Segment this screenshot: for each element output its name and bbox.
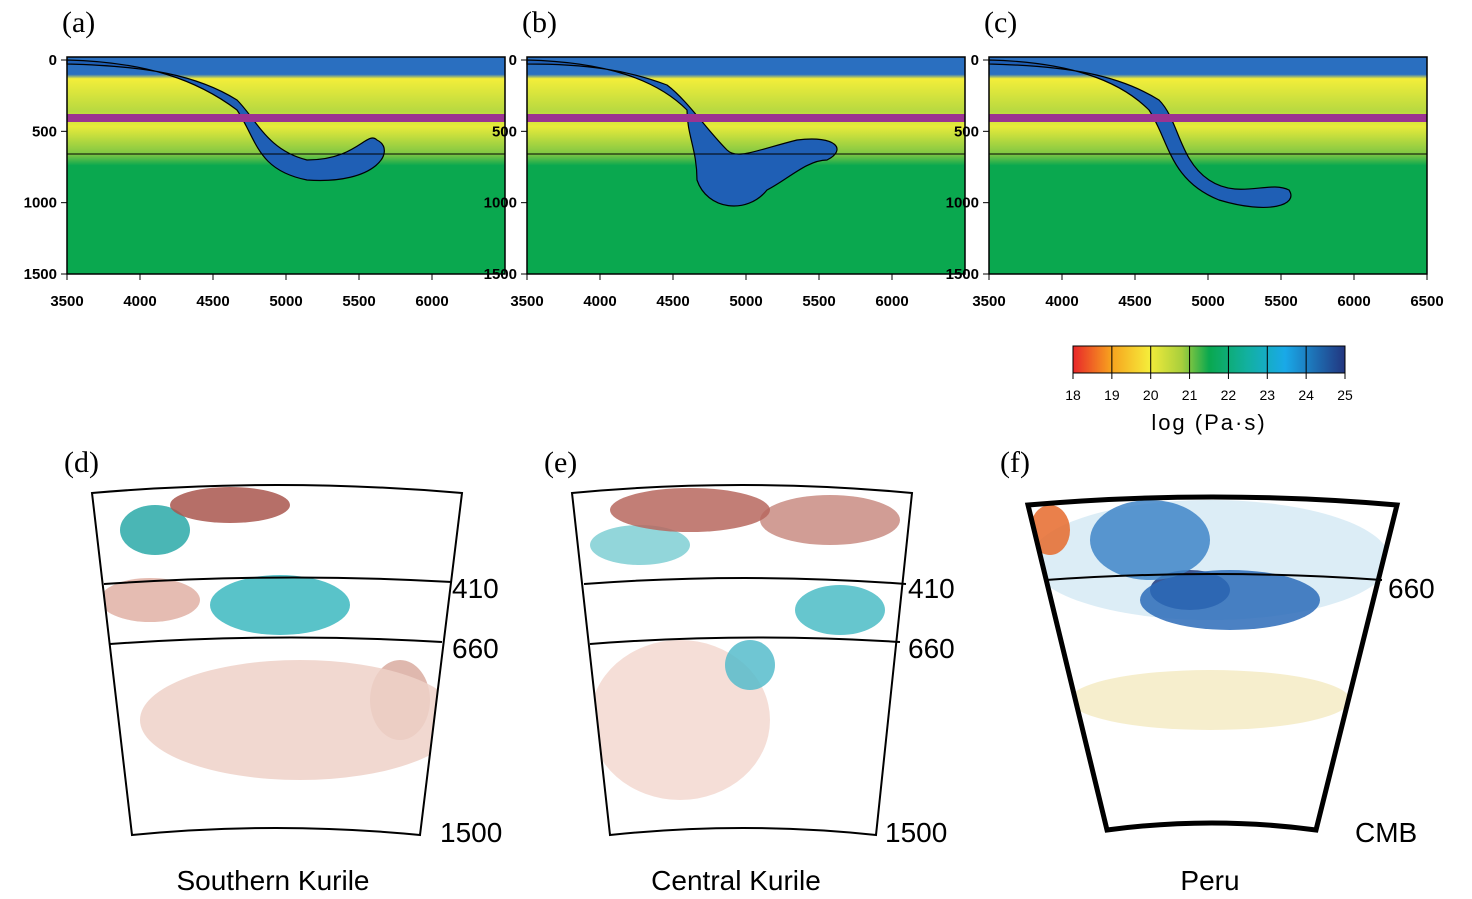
- anomaly: [170, 487, 290, 523]
- panel-label: (b): [522, 6, 557, 39]
- y-tick-label: 0: [49, 52, 57, 69]
- x-tick-label: 4000: [123, 293, 156, 310]
- colorbar-tick-label: 23: [1259, 387, 1275, 403]
- panel-label: (d): [64, 446, 99, 479]
- colorbar-tick-label: 24: [1298, 387, 1314, 403]
- depth-label: 410: [908, 573, 955, 604]
- x-tick-label: 5000: [269, 293, 302, 310]
- colorbar-tick-label: 25: [1337, 387, 1353, 403]
- x-tick-label: 5500: [342, 293, 375, 310]
- y-tick-label: 1000: [946, 195, 979, 212]
- anomaly: [795, 585, 885, 635]
- tomography: [572, 485, 912, 835]
- figure: (a)350040004500500055006000050010001500(…: [0, 0, 1472, 899]
- anomaly: [725, 640, 775, 690]
- panel-title: Southern Kurile: [176, 865, 369, 896]
- x-tick-label: 4500: [656, 293, 689, 310]
- panel-label: (c): [984, 6, 1017, 39]
- y-tick-label: 500: [32, 123, 57, 140]
- x-tick-label: 5000: [729, 293, 762, 310]
- anomaly: [610, 488, 770, 532]
- x-tick-label: 4500: [1118, 293, 1151, 310]
- anomaly: [100, 578, 200, 622]
- colorbar-tick-label: 20: [1143, 387, 1159, 403]
- x-tick-label: 3500: [972, 293, 1005, 310]
- colorbar-tick-label: 21: [1182, 387, 1198, 403]
- anomaly: [1070, 670, 1350, 730]
- colorbar-tick-label: 22: [1221, 387, 1237, 403]
- y-tick-label: 1500: [484, 266, 517, 283]
- depth-label: 660: [1388, 573, 1435, 604]
- phase-410: [67, 114, 505, 122]
- y-tick-label: 1000: [484, 195, 517, 212]
- x-tick-label: 5500: [1264, 293, 1297, 310]
- x-tick-label: 6000: [415, 293, 448, 310]
- anomaly: [140, 660, 460, 780]
- colorbar-label: log (Pa·s): [1151, 410, 1266, 435]
- y-tick-label: 1500: [946, 266, 979, 283]
- x-tick-label: 6000: [875, 293, 908, 310]
- depth-label: 1500: [885, 817, 947, 848]
- panel-label: (f): [1000, 446, 1030, 479]
- y-tick-label: 1000: [24, 195, 57, 212]
- x-tick-label: 6500: [1410, 293, 1443, 310]
- x-tick-label: 4000: [583, 293, 616, 310]
- depth-label: 660: [908, 633, 955, 664]
- phase-410: [527, 114, 965, 122]
- depth-label: 410: [452, 573, 499, 604]
- colorbar-tick-label: 18: [1065, 387, 1081, 403]
- y-tick-label: 1500: [24, 266, 57, 283]
- anomaly: [1090, 500, 1210, 580]
- y-tick-label: 0: [509, 52, 517, 69]
- x-tick-label: 3500: [510, 293, 543, 310]
- x-tick-label: 3500: [50, 293, 83, 310]
- phase-410: [989, 114, 1427, 122]
- y-tick-label: 500: [492, 123, 517, 140]
- depth-label: CMB: [1355, 817, 1417, 848]
- anomaly: [210, 575, 350, 635]
- panel-label: (e): [544, 446, 577, 479]
- colorbar: [1073, 346, 1345, 373]
- tomography: [92, 485, 462, 835]
- y-tick-label: 0: [971, 52, 979, 69]
- x-tick-label: 5000: [1191, 293, 1224, 310]
- panel-title: Central Kurile: [651, 865, 821, 896]
- model-field: [989, 57, 1427, 274]
- depth-label: 1500: [440, 817, 502, 848]
- panel-title: Peru: [1180, 865, 1239, 896]
- tomography: [1028, 497, 1397, 830]
- depth-label: 660: [452, 633, 499, 664]
- x-tick-label: 5500: [802, 293, 835, 310]
- colorbar-tick-label: 19: [1104, 387, 1120, 403]
- x-tick-label: 6000: [1337, 293, 1370, 310]
- anomaly: [1140, 570, 1320, 630]
- anomaly: [760, 495, 900, 545]
- y-tick-label: 500: [954, 123, 979, 140]
- x-tick-label: 4500: [196, 293, 229, 310]
- panel-label: (a): [62, 6, 95, 39]
- x-tick-label: 4000: [1045, 293, 1078, 310]
